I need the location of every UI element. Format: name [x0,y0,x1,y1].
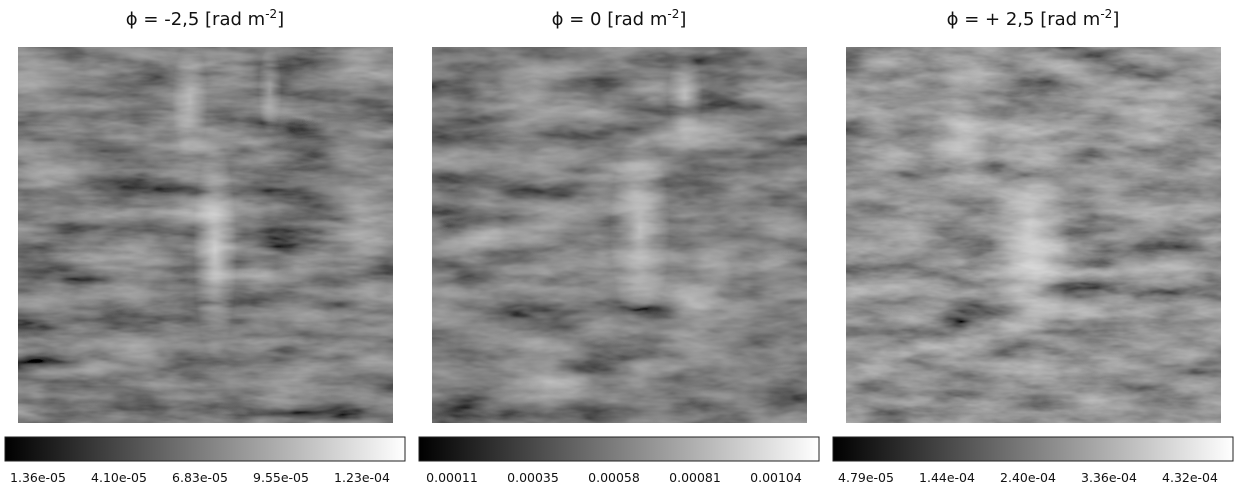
colorbar-tick-label: 2.40e-04 [1000,470,1056,485]
colorbar-tick-label: 0.00081 [669,470,721,485]
title-text: ] [679,9,686,30]
title-text: ] [277,9,284,30]
colorbar [832,436,1234,462]
colorbar-tick-label: 4.10e-05 [91,470,147,485]
colorbar-tick-label: 0.00035 [507,470,559,485]
colorbar-tick-label: 1.36e-05 [10,470,66,485]
panel-title: ϕ = -2,5 [rad m-2] [126,7,284,30]
colorbar-tick-label: 3.36e-04 [1081,470,1137,485]
colorbar-tick-label: 6.83e-05 [172,470,228,485]
colorbar-tick-label: 9.55e-05 [253,470,309,485]
colorbar-tick-label: 4.32e-04 [1162,470,1218,485]
colorbar-tick-label: 1.44e-04 [919,470,975,485]
colorbar-tick-label: 1.23e-04 [334,470,390,485]
title-superscript: -2 [265,7,277,21]
panel-title: ϕ = + 2,5 [rad m-2] [947,7,1120,30]
panel-title: ϕ = 0 [rad m-2] [552,7,687,30]
title-superscript: -2 [667,7,679,21]
image-panel [18,40,393,423]
title-text: ϕ = -2,5 [rad m [126,9,265,30]
title-text: ϕ = 0 [rad m [552,9,668,30]
colorbar-tick-label: 0.00058 [588,470,640,485]
image-panel [432,47,807,423]
image-panel [846,47,1221,423]
title-text: ] [1112,9,1119,30]
colorbar [4,436,406,462]
colorbar-tick-label: 0.00011 [426,470,478,485]
colorbar [418,436,820,462]
title-text: ϕ = + 2,5 [rad m [947,9,1101,30]
colorbar-tick-label: 0.00104 [750,470,802,485]
title-superscript: -2 [1100,7,1112,21]
colorbar-tick-label: 4.79e-05 [838,470,894,485]
